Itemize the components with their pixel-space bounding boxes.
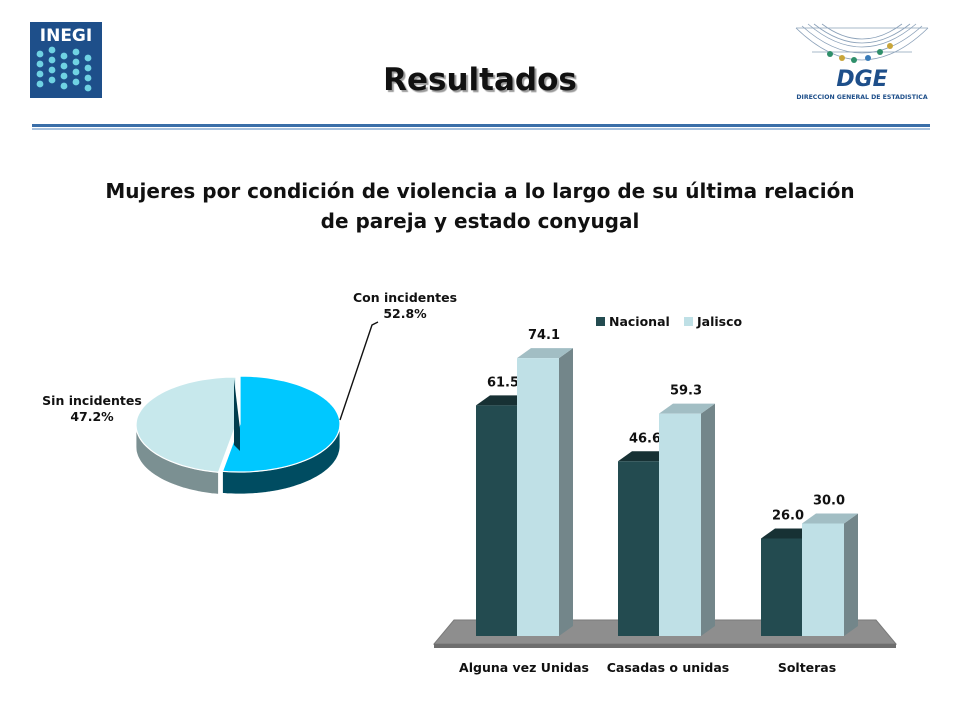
category-label-2: Casadas o unidas — [607, 660, 730, 675]
bar-side — [701, 403, 715, 636]
data-label-nacional-1: 61.5 — [487, 375, 519, 390]
pie-slice-top — [221, 375, 341, 473]
bar-front — [761, 538, 803, 636]
pie-label-sin-incidentes: Sin incidentes — [42, 393, 142, 408]
pie-value-con-incidentes: 52.8% — [383, 306, 427, 321]
pie-cut-wall — [234, 379, 240, 451]
dge-logo: DGE DIRECCION GENERAL DE ESTADISTICA — [795, 23, 929, 101]
dge-logo-text: DGE — [836, 67, 887, 92]
data-label-jalisco-2: 59.3 — [670, 384, 702, 399]
pie-value-sin-incidentes: 47.2% — [70, 409, 114, 424]
data-label-nacional-3: 26.0 — [772, 509, 804, 524]
bar-front — [476, 405, 518, 636]
data-label-jalisco-1: 74.1 — [528, 328, 560, 343]
page-title: Resultados — [383, 62, 577, 98]
legend-swatch-jalisco — [684, 317, 693, 326]
chart-title-line-2: de pareja y estado conyugal — [320, 209, 640, 233]
bar-jalisco-1 — [517, 348, 573, 636]
chart-title-line-1: Mujeres por condición de violencia a lo … — [105, 179, 855, 203]
bar-side — [844, 513, 858, 636]
bar-top — [802, 513, 858, 524]
chart-title: Mujeres por condición de violencia a lo … — [20, 176, 940, 236]
chart-floor-edge — [434, 644, 896, 648]
data-label-nacional-2: 46.6 — [629, 431, 661, 446]
pie-slice-con-incidentes — [221, 375, 341, 495]
category-label-1: Alguna vez Unidas — [459, 660, 589, 675]
bar-jalisco-3 — [802, 513, 858, 636]
pie-slice-top — [135, 376, 237, 473]
bar-jalisco-2 — [659, 403, 715, 636]
bar-side — [559, 348, 573, 636]
inegi-logo: INEGI — [30, 22, 102, 98]
bar-front — [517, 358, 559, 636]
bar-top — [517, 348, 573, 359]
pie-label-con-incidentes: Con incidentes — [353, 290, 457, 305]
inegi-logo-text: INEGI — [40, 26, 92, 46]
category-label-3: Solteras — [778, 660, 836, 675]
pie-leader-line — [339, 321, 379, 421]
bar-front — [618, 461, 660, 636]
bar-front — [802, 523, 844, 636]
pie-slice-sin-incidentes — [135, 376, 237, 495]
dge-logo-subtext: DIRECCION GENERAL DE ESTADISTICA — [796, 94, 927, 101]
data-label-jalisco-3: 30.0 — [813, 494, 845, 509]
legend-label-nacional: Nacional — [609, 314, 670, 329]
bar-front — [659, 413, 701, 636]
legend-swatch-nacional — [596, 317, 605, 326]
bar-top — [659, 403, 715, 414]
legend-label-jalisco: Jalisco — [696, 314, 743, 329]
header-divider — [32, 124, 930, 130]
